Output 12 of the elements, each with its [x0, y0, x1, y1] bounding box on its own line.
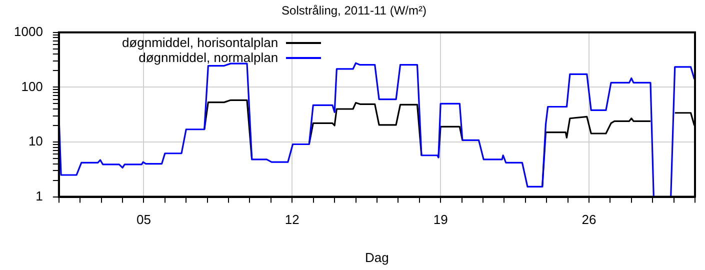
x-tick-label: 19	[433, 212, 448, 228]
chart-title: Solstråling, 2011-11 (W/m²)	[282, 4, 426, 18]
y-tick-label: 1	[36, 188, 43, 204]
x-tick-label: 12	[284, 212, 300, 228]
x-axis-title: Dag	[365, 250, 389, 265]
legend-label: døgnmiddel, horisontalplan	[122, 35, 278, 50]
x-tick-label: 05	[136, 212, 151, 228]
y-tick-label: 100	[21, 78, 43, 94]
legend-label: døgnmiddel, normalplan	[138, 50, 278, 66]
y-tick-label: 1000	[14, 24, 43, 39]
x-tick-label: 26	[582, 212, 596, 228]
y-tick-label: 10	[28, 134, 43, 149]
